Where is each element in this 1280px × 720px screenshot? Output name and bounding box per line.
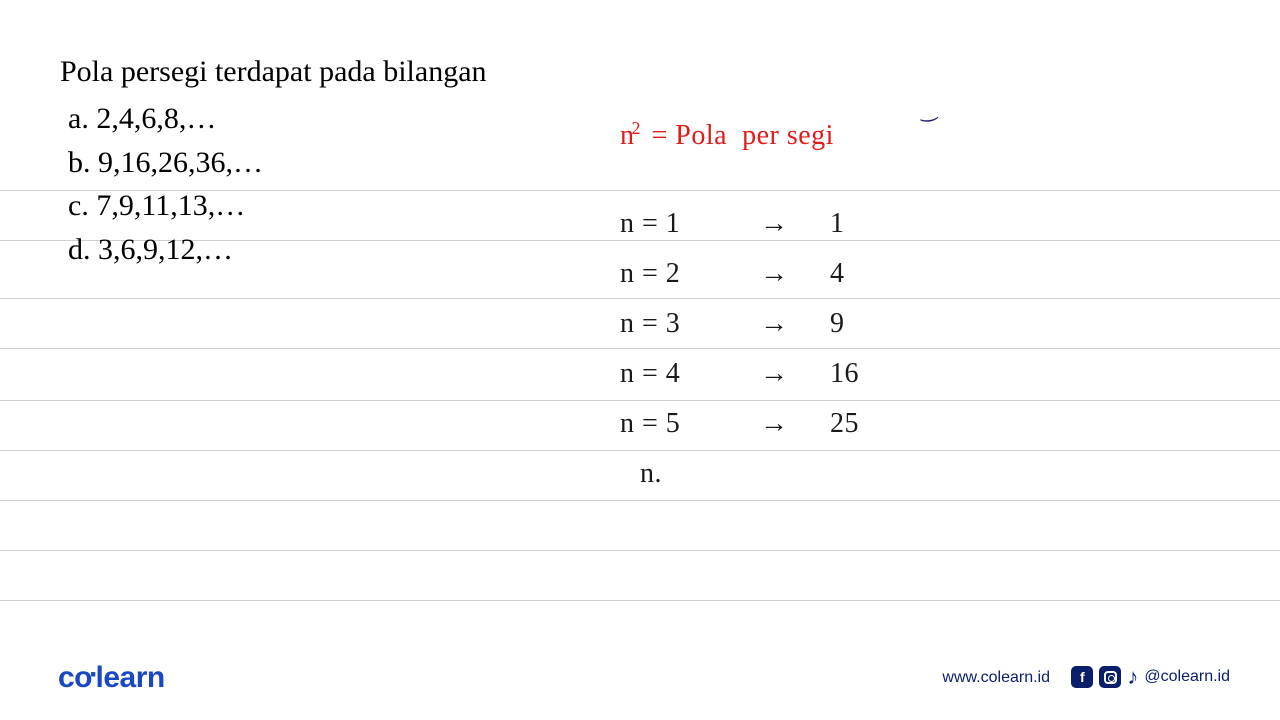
- rule-line: [0, 348, 1280, 349]
- work-arrow-5: →: [760, 408, 789, 440]
- work-arrow-4: →: [760, 358, 789, 390]
- tiktok-icon: ♪: [1127, 664, 1138, 690]
- work-n-1: n = 1: [620, 208, 680, 240]
- rule-line: [0, 400, 1280, 401]
- rule-line: [0, 298, 1280, 299]
- question-title: Pola persegi terdapat pada bilangan: [60, 55, 487, 89]
- work-n-5: n = 5: [620, 408, 680, 440]
- work-n-4: n = 4: [620, 358, 680, 390]
- option-b: b. 9,16,26,36,…: [60, 141, 487, 185]
- work-val-2: 4: [830, 258, 845, 290]
- handwritten-formula: n2 = Pola per segi: [620, 120, 834, 152]
- social-block: f ♪ @colearn.id: [1071, 664, 1230, 690]
- logo-right: learn: [96, 661, 165, 694]
- rule-line: [0, 600, 1280, 601]
- logo-dot: ·: [89, 658, 99, 691]
- stray-mark: ‿: [918, 97, 937, 124]
- rule-line: [0, 500, 1280, 501]
- rule-line: [0, 550, 1280, 551]
- work-val-1: 1: [830, 208, 845, 240]
- option-c: c. 7,9,11,13,…: [60, 184, 487, 228]
- work-trailing: n.: [640, 458, 662, 490]
- work-arrow-2: →: [760, 258, 789, 290]
- option-d: d. 3,6,9,12,…: [60, 228, 487, 272]
- work-val-5: 25: [830, 408, 859, 440]
- option-a: a. 2,4,6,8,…: [60, 97, 487, 141]
- work-val-4: 16: [830, 358, 859, 390]
- rule-line: [0, 450, 1280, 451]
- work-arrow-3: →: [760, 308, 789, 340]
- work-n-3: n = 3: [620, 308, 680, 340]
- facebook-icon: f: [1071, 666, 1093, 688]
- colearn-logo: co·learn: [58, 661, 165, 695]
- work-n-2: n = 2: [620, 258, 680, 290]
- work-val-3: 9: [830, 308, 845, 340]
- social-handle: @colearn.id: [1144, 668, 1230, 686]
- logo-left: co: [58, 661, 92, 694]
- question-block: Pola persegi terdapat pada bilangan a. 2…: [60, 55, 487, 271]
- footer-url: www.colearn.id: [942, 669, 1050, 687]
- instagram-icon: [1099, 666, 1121, 688]
- work-arrow-1: →: [760, 208, 789, 240]
